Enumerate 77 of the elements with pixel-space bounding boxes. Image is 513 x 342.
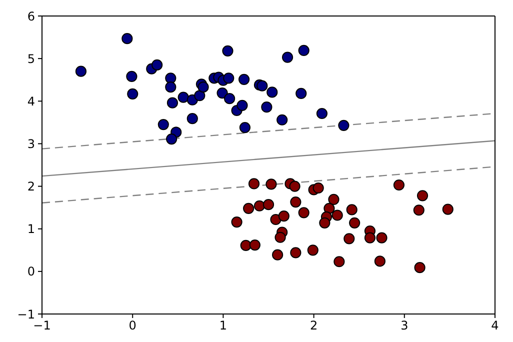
point xyxy=(307,244,318,256)
point xyxy=(270,214,282,226)
point xyxy=(261,102,272,113)
point xyxy=(298,44,310,56)
y-tick-label: 0 xyxy=(27,264,35,279)
point xyxy=(332,210,343,221)
x-tick-label: 3 xyxy=(400,318,408,333)
point xyxy=(256,80,268,92)
x-tick-label: 0 xyxy=(128,318,136,333)
y-tick-label: 3 xyxy=(27,136,35,151)
point xyxy=(216,88,228,99)
point xyxy=(75,66,87,77)
point xyxy=(231,216,242,228)
point xyxy=(346,204,358,216)
y-tick-label: −1 xyxy=(17,307,35,322)
point xyxy=(338,120,350,131)
point xyxy=(393,179,405,191)
point xyxy=(414,262,426,274)
point xyxy=(222,45,234,56)
point xyxy=(328,194,340,206)
point xyxy=(374,256,386,267)
point xyxy=(278,210,290,222)
point xyxy=(442,204,454,215)
point xyxy=(376,232,388,244)
point xyxy=(364,232,376,244)
y-tick-label: 2 xyxy=(27,180,35,194)
y-tick-label: 4 xyxy=(27,94,35,108)
point xyxy=(262,199,274,210)
point xyxy=(266,86,278,98)
point xyxy=(276,114,288,126)
point xyxy=(166,133,178,145)
point xyxy=(224,93,236,104)
point xyxy=(194,90,206,102)
point xyxy=(249,240,260,251)
x-tick-label: 4 xyxy=(491,318,499,333)
point xyxy=(296,88,307,100)
point xyxy=(319,217,330,228)
point xyxy=(324,202,335,214)
point xyxy=(166,97,178,108)
point xyxy=(243,202,254,214)
point xyxy=(178,92,189,103)
point xyxy=(165,82,176,93)
point xyxy=(152,59,163,70)
point xyxy=(413,204,424,216)
point xyxy=(254,200,265,212)
point xyxy=(165,72,176,84)
point xyxy=(349,217,360,228)
point xyxy=(127,88,138,100)
point xyxy=(240,240,252,251)
point xyxy=(266,178,277,190)
y-tick-label: 1 xyxy=(27,222,35,236)
point xyxy=(290,196,302,208)
point xyxy=(416,190,428,202)
point xyxy=(282,52,294,63)
x-tick-label: 1 xyxy=(219,318,228,333)
point xyxy=(316,108,328,120)
point xyxy=(122,33,133,44)
point xyxy=(344,233,355,244)
x-tick-label: 2 xyxy=(310,318,318,333)
point xyxy=(198,82,209,93)
point xyxy=(186,113,198,124)
point xyxy=(290,247,302,258)
point xyxy=(248,178,260,190)
point xyxy=(334,256,345,268)
point xyxy=(298,207,310,218)
point xyxy=(272,249,284,260)
point xyxy=(126,70,138,82)
y-tick-label: 6 xyxy=(27,9,35,24)
point xyxy=(312,182,324,194)
point xyxy=(289,180,300,192)
point xyxy=(236,100,248,111)
y-tick-label: 5 xyxy=(27,52,35,66)
point xyxy=(274,232,286,243)
point xyxy=(238,74,250,85)
point xyxy=(158,119,169,130)
point xyxy=(239,122,250,134)
point xyxy=(223,72,234,84)
